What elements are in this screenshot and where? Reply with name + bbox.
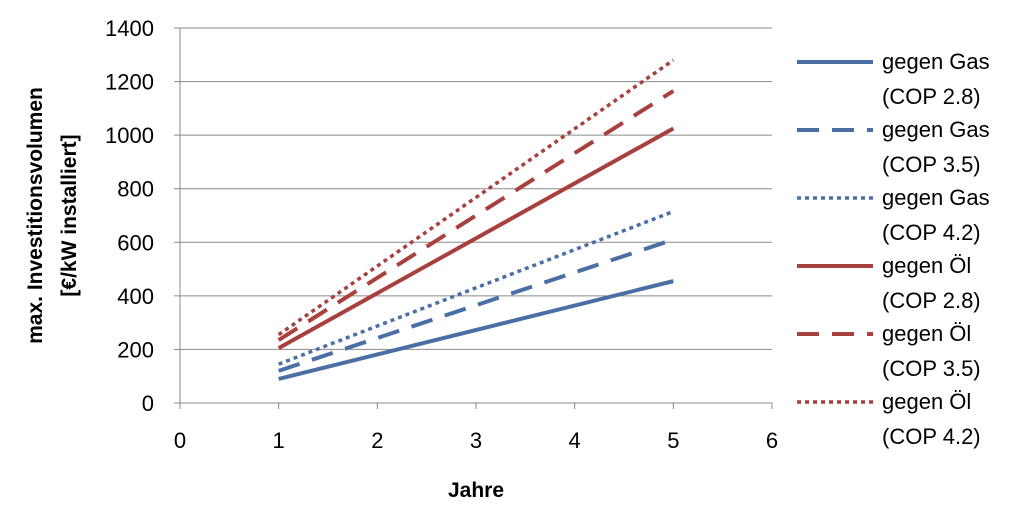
y-tick-label: 600	[117, 230, 154, 255]
legend-label: (COP 4.2)	[882, 220, 981, 245]
x-tick-label: 2	[371, 428, 383, 453]
x-tick-label: 5	[667, 428, 679, 453]
x-tick-label: 3	[470, 428, 482, 453]
grid-lines	[180, 27, 772, 350]
y-tick-label: 800	[117, 177, 154, 202]
legend-label: (COP 2.8)	[882, 288, 981, 313]
legend-label: (COP 4.2)	[882, 424, 981, 449]
y-tick-label: 0	[142, 391, 154, 416]
legend-label: gegen Gas	[882, 185, 990, 210]
y-axis-title-line: max. Investitionsvolumen	[24, 87, 47, 344]
legend-label: gegen Öl	[882, 321, 971, 346]
y-tick-label: 1400	[105, 16, 154, 41]
y-axis-title: max. Investitionsvolumen [€/kW installier…	[24, 87, 81, 344]
x-tick-label: 1	[273, 428, 285, 453]
y-tick-label: 1000	[105, 123, 154, 148]
legend-label: gegen Gas	[882, 49, 990, 74]
series-line-6	[277, 58, 675, 337]
series-line-2	[278, 237, 674, 373]
x-tick-label: 0	[174, 428, 186, 453]
series-line-3	[278, 209, 674, 366]
series-line-5	[277, 89, 675, 342]
x-tick-labels: 0 1 2 3 4 5 6	[174, 428, 778, 453]
legend-label: gegen Gas	[882, 117, 990, 142]
axes	[174, 27, 773, 409]
x-tick-label: 4	[569, 428, 581, 453]
legend-label: (COP 3.5)	[882, 152, 981, 177]
legend: gegen Gas (COP 2.8) gegen Gas (COP 3.5) gege…	[797, 49, 990, 449]
series-lines	[277, 58, 675, 381]
legend-label: (COP 3.5)	[882, 356, 981, 381]
y-tick-label: 400	[117, 284, 154, 309]
y-tick-label: 200	[117, 337, 154, 362]
y-tick-label: 1200	[105, 70, 154, 95]
y-tick-labels: 0 200 400 600 800 1000 1200 1400	[105, 16, 154, 416]
y-axis-title-line: [€/kW installiert]	[58, 134, 81, 296]
series-line-4	[277, 126, 675, 350]
legend-label: (COP 2.8)	[882, 84, 981, 109]
legend-label: gegen Öl	[882, 389, 971, 414]
series-line-1	[278, 279, 674, 381]
x-tick-label: 6	[766, 428, 778, 453]
legend-label: gegen Öl	[882, 253, 971, 278]
x-axis-title: Jahre	[448, 479, 504, 502]
